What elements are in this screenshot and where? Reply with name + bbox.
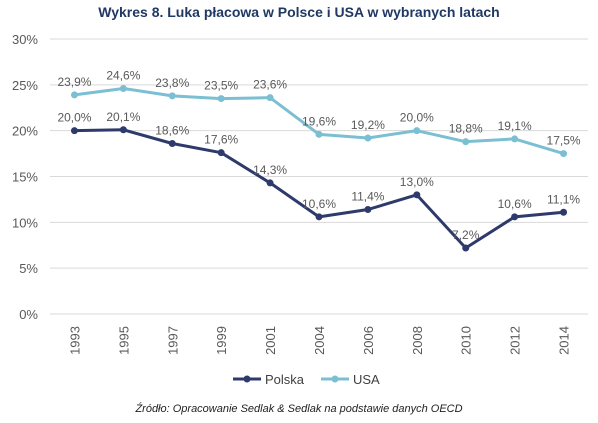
x-tick-label: 1999 [214,326,229,355]
y-tick-label: 30% [12,32,38,47]
data-label: 10,6% [498,197,532,211]
legend-label: USA [353,372,380,387]
y-tick-label: 10% [12,215,38,230]
x-tick-label: 2012 [508,326,523,355]
chart-title: Wykres 8. Luka płacowa w Polsce i USA w … [98,4,500,20]
data-point [119,85,127,92]
data-point [413,191,421,199]
data-label: 7,2% [452,228,480,242]
data-label: 11,1% [547,192,580,206]
data-point [266,94,274,102]
data-point [217,149,225,157]
series-group: 20,0% 20,1% 18,6% 17,6% 14,3% 10,6% 11,4% 13,0%… [57,69,581,252]
data-point [511,135,519,143]
data-point [462,244,470,252]
data-point [462,138,470,146]
data-point [560,208,568,216]
data-point [315,213,323,221]
series-line-polska [74,128,564,250]
data-label: 23,9% [57,75,91,89]
y-axis: 0% 5% 10% 15% 20% 25% 30% [12,32,38,322]
x-tick-label: 1995 [116,326,131,355]
data-point [217,95,225,103]
data-label: 19,2% [351,118,385,132]
data-point [315,130,323,138]
data-label: 23,8% [155,76,189,90]
data-label: 19,1% [498,119,532,133]
data-label: 18,6% [155,124,189,138]
data-point [560,150,568,158]
data-label: 23,6% [253,78,287,92]
data-point [119,126,127,134]
x-tick-label: 1997 [165,326,180,355]
legend: Polska USA [233,372,380,387]
data-label: 19,6% [302,114,336,128]
data-label: 11,4% [351,190,384,204]
y-tick-label: 0% [19,307,38,322]
data-label: 17,5% [547,134,581,148]
y-tick-label: 15% [12,170,38,185]
data-point [70,127,78,135]
data-point [511,213,519,221]
y-tick-label: 5% [19,261,38,276]
legend-swatch-marker [243,375,251,383]
x-tick-label: 2014 [557,326,572,355]
data-label: 24,6% [106,69,140,83]
data-point [364,206,372,213]
data-point [413,127,421,135]
data-point [70,91,78,99]
data-label: 10,6% [302,197,336,211]
data-point [168,92,176,100]
data-point [266,179,274,187]
x-tick-label: 2006 [361,326,376,355]
grid-lines [50,38,588,315]
y-tick-label: 20% [12,124,38,139]
data-label: 20,0% [57,111,91,125]
x-tick-label: 2004 [312,326,327,355]
x-axis: 1993 1995 1997 1999 2001 2004 2006 2008 2010 2012… [67,326,571,355]
data-label: 20,0% [400,111,434,125]
source-note: Źródło: Opracowanie Sedlak & Sedlak na p… [135,403,463,415]
x-tick-label: 2008 [410,326,425,355]
data-label: 13,0% [400,175,434,189]
x-tick-label: 2001 [263,326,278,355]
data-label: 23,5% [204,79,238,93]
data-point [168,140,176,147]
data-label: 20,1% [106,110,140,124]
data-label: 17,6% [204,133,238,147]
data-label: 14,3% [253,163,287,177]
x-tick-label: 1993 [67,326,82,355]
legend-swatch-marker [331,375,339,383]
data-label: 18,8% [449,122,483,136]
x-tick-label: 2010 [459,326,474,355]
legend-label: Polska [265,372,305,387]
data-point [364,134,372,142]
y-tick-label: 25% [12,78,38,93]
